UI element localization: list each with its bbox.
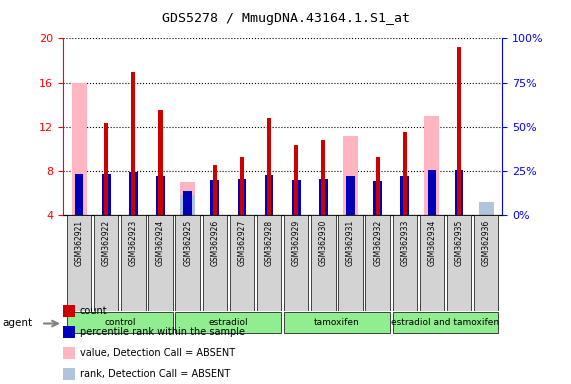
Text: GSM362925: GSM362925 (183, 220, 192, 266)
Bar (213, 181, 217, 215)
FancyBboxPatch shape (447, 215, 471, 311)
Bar (373, 181, 382, 215)
Bar (180, 182, 195, 215)
FancyBboxPatch shape (420, 215, 444, 311)
Text: GSM362936: GSM362936 (482, 220, 490, 266)
Text: GSM362928: GSM362928 (264, 220, 274, 266)
FancyBboxPatch shape (474, 215, 498, 311)
Text: GSM362926: GSM362926 (210, 220, 219, 266)
Text: percentile rank within the sample: percentile rank within the sample (80, 327, 245, 337)
Text: GSM362934: GSM362934 (428, 220, 436, 266)
Bar (376, 182, 380, 215)
Text: GSM362924: GSM362924 (156, 220, 165, 266)
Bar (156, 176, 165, 215)
FancyBboxPatch shape (148, 215, 172, 311)
FancyBboxPatch shape (393, 215, 417, 311)
Bar (294, 146, 298, 215)
FancyBboxPatch shape (284, 215, 308, 311)
Bar (424, 116, 439, 215)
Bar (211, 180, 219, 215)
Bar (319, 179, 328, 215)
Text: GSM362931: GSM362931 (346, 220, 355, 266)
Bar (267, 176, 271, 215)
Bar (403, 177, 407, 215)
Bar (403, 132, 407, 215)
Bar (457, 47, 461, 215)
Text: GSM362921: GSM362921 (75, 220, 83, 266)
Bar (159, 110, 163, 215)
Text: estradiol: estradiol (208, 318, 248, 327)
FancyBboxPatch shape (67, 215, 91, 311)
Text: GDS5278 / MmugDNA.43164.1.S1_at: GDS5278 / MmugDNA.43164.1.S1_at (162, 12, 409, 25)
Text: control: control (104, 318, 135, 327)
Bar (129, 172, 138, 215)
Bar (321, 180, 325, 215)
Bar (131, 71, 135, 215)
Bar (457, 171, 461, 215)
Text: tamoxifen: tamoxifen (314, 318, 360, 327)
Text: agent: agent (3, 318, 33, 328)
Bar (104, 123, 108, 215)
FancyBboxPatch shape (67, 312, 173, 333)
FancyBboxPatch shape (175, 312, 282, 333)
Bar (238, 179, 246, 215)
Text: rank, Detection Call = ABSENT: rank, Detection Call = ABSENT (80, 369, 230, 379)
Bar (400, 176, 409, 215)
Text: GSM362935: GSM362935 (455, 220, 464, 266)
Bar (376, 157, 380, 215)
Bar (183, 191, 192, 215)
FancyBboxPatch shape (175, 215, 200, 311)
Bar (131, 173, 135, 215)
FancyBboxPatch shape (203, 215, 227, 311)
Bar (180, 195, 195, 215)
Bar (265, 175, 274, 215)
Bar (455, 170, 464, 215)
Text: GSM362923: GSM362923 (129, 220, 138, 266)
Text: GSM362922: GSM362922 (102, 220, 111, 266)
Bar (292, 180, 300, 215)
Bar (346, 176, 355, 215)
Bar (240, 157, 244, 215)
FancyBboxPatch shape (365, 215, 390, 311)
FancyBboxPatch shape (393, 312, 498, 333)
FancyBboxPatch shape (284, 312, 390, 333)
Text: GSM362930: GSM362930 (319, 220, 328, 266)
Bar (213, 166, 217, 215)
Bar (343, 136, 358, 215)
FancyBboxPatch shape (338, 215, 363, 311)
FancyBboxPatch shape (121, 215, 146, 311)
Bar (267, 118, 271, 215)
Text: GSM362932: GSM362932 (373, 220, 382, 266)
Text: value, Detection Call = ABSENT: value, Detection Call = ABSENT (80, 348, 235, 358)
Bar (478, 210, 494, 215)
FancyBboxPatch shape (257, 215, 282, 311)
Bar (294, 181, 298, 215)
Bar (102, 174, 111, 215)
Bar (104, 175, 108, 215)
FancyBboxPatch shape (230, 215, 254, 311)
Bar (240, 180, 244, 215)
Text: GSM362927: GSM362927 (238, 220, 247, 266)
FancyBboxPatch shape (311, 215, 336, 311)
Bar (159, 177, 163, 215)
Text: count: count (80, 306, 107, 316)
Bar (428, 170, 436, 215)
FancyBboxPatch shape (94, 215, 118, 311)
Bar (478, 202, 494, 215)
Text: estradiol and tamoxifen: estradiol and tamoxifen (392, 318, 500, 327)
Text: GSM362929: GSM362929 (292, 220, 301, 266)
Bar (321, 140, 325, 215)
Bar (75, 174, 83, 215)
Text: GSM362933: GSM362933 (400, 220, 409, 266)
Bar (71, 83, 87, 215)
